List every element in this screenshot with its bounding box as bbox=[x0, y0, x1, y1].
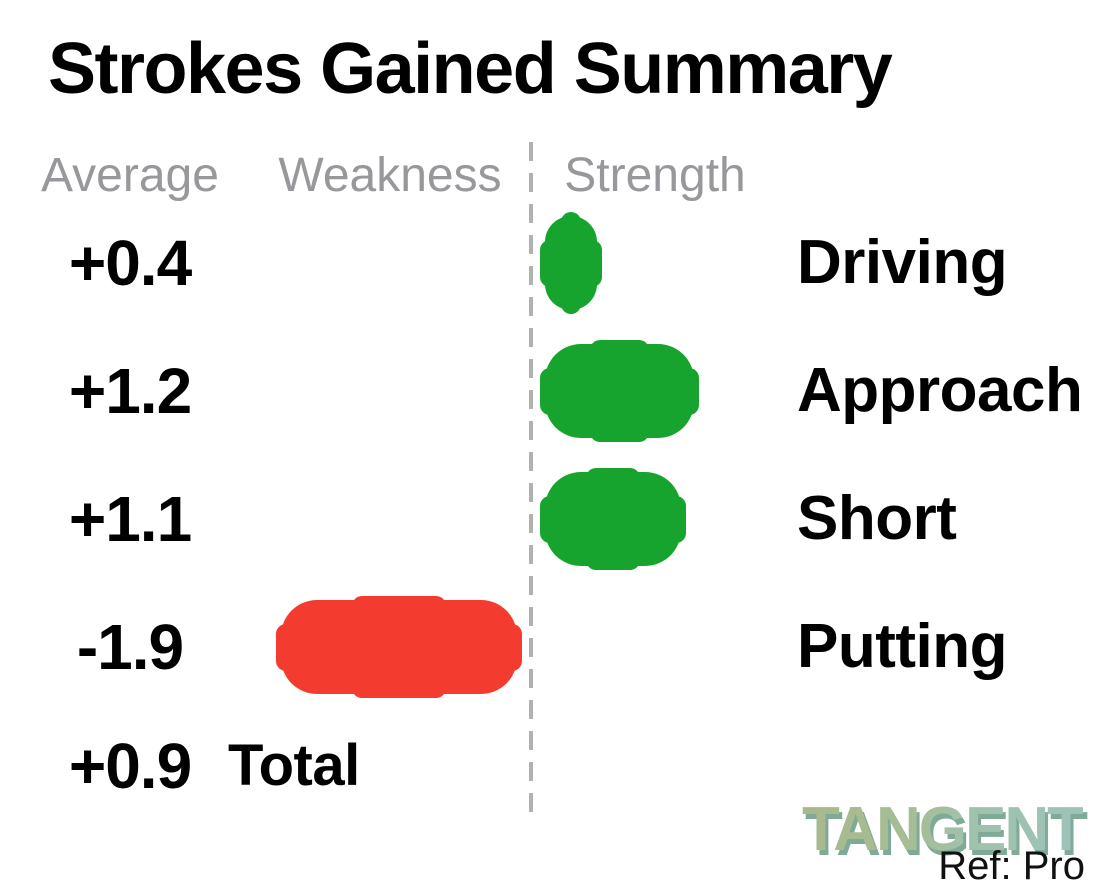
chart-row-short: +1.1 Short bbox=[0, 468, 1119, 570]
average-value: +1.2 bbox=[68, 355, 192, 427]
category-label: Driving bbox=[797, 228, 1008, 297]
zero-axis-dashed-line bbox=[529, 142, 533, 822]
column-header-weakness: Weakness bbox=[278, 149, 502, 202]
bar-approach bbox=[540, 340, 699, 442]
category-label: Short bbox=[797, 484, 957, 553]
category-label: Approach bbox=[797, 356, 1083, 425]
average-value: +1.1 bbox=[68, 483, 192, 555]
bar-driving bbox=[540, 212, 602, 314]
chart-row-total: +0.9 Total bbox=[0, 719, 1119, 813]
tangent-watermark-text: TANGENT bbox=[801, 795, 1085, 864]
average-value: +0.4 bbox=[68, 227, 192, 299]
column-header-average: Average bbox=[41, 149, 219, 202]
bar-putting bbox=[276, 596, 522, 698]
chart-row-putting: -1.9 Putting bbox=[0, 596, 1119, 698]
page-title: Strokes Gained Summary bbox=[48, 29, 893, 109]
total-value: +0.9 bbox=[68, 730, 192, 802]
average-value: -1.9 bbox=[76, 611, 184, 683]
column-header-strength: Strength bbox=[564, 149, 746, 202]
bar-short bbox=[540, 468, 686, 570]
chart-row-approach: +1.2 Approach bbox=[0, 340, 1119, 442]
total-label: Total bbox=[228, 733, 360, 798]
chart-row-driving: +0.4 Driving bbox=[0, 212, 1119, 314]
category-label: Putting bbox=[797, 612, 1008, 681]
reference-label: Ref: Pro bbox=[938, 844, 1085, 888]
tangent-watermark-shadow: TANGENT bbox=[805, 799, 1088, 870]
